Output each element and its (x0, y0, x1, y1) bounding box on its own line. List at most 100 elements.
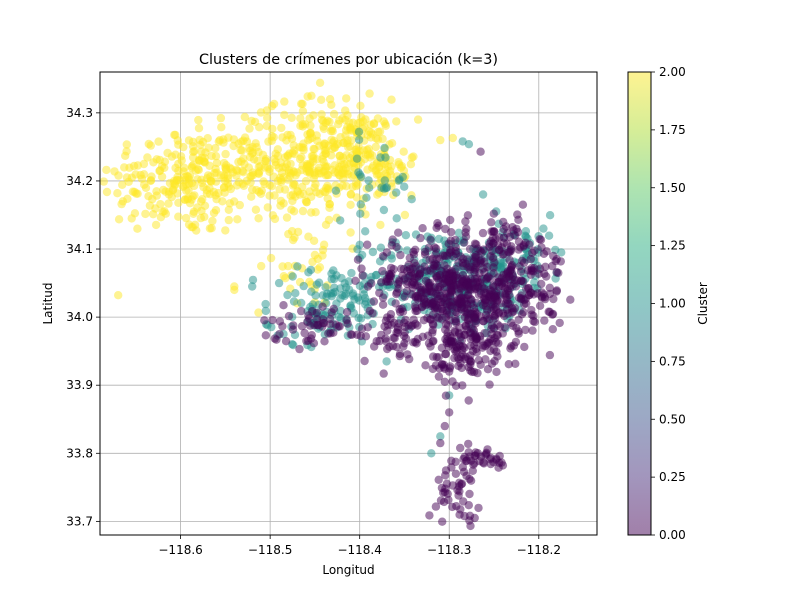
data-point-cluster-0 (409, 338, 418, 347)
data-point-cluster-1 (274, 278, 284, 288)
data-point-cluster-2 (369, 119, 379, 128)
data-point-cluster-1 (353, 245, 362, 254)
data-point-cluster-0 (461, 232, 471, 241)
data-point-cluster-2 (202, 185, 211, 195)
data-point-cluster-0 (473, 282, 482, 292)
data-point-cluster-2 (289, 207, 299, 216)
data-point-cluster-1 (336, 294, 345, 303)
data-point-cluster-1 (347, 268, 356, 278)
data-point-cluster-2 (114, 215, 124, 224)
data-point-cluster-0 (527, 310, 536, 319)
data-point-cluster-0 (347, 330, 357, 339)
data-point-cluster-2 (338, 181, 347, 190)
data-point-cluster-1 (380, 143, 389, 153)
data-point-cluster-0 (504, 360, 513, 369)
data-point-cluster-2 (195, 135, 204, 145)
data-point-cluster-2 (240, 112, 249, 122)
data-point-cluster-2 (327, 135, 336, 145)
data-point-cluster-2 (309, 236, 319, 245)
data-point-cluster-2 (207, 224, 216, 233)
data-point-cluster-0 (488, 233, 497, 243)
data-point-cluster-2 (280, 110, 289, 120)
data-point-cluster-2 (392, 117, 401, 126)
data-point-cluster-2 (183, 172, 192, 181)
data-point-cluster-1 (329, 266, 338, 275)
data-point-cluster-2 (256, 108, 266, 117)
data-point-cluster-2 (257, 261, 266, 271)
y-tick-label: 34.2 (66, 174, 93, 188)
data-point-cluster-2 (122, 140, 131, 149)
data-point-cluster-2 (406, 160, 416, 169)
data-point-cluster-2 (207, 151, 216, 161)
y-tick-label: 34.1 (66, 242, 93, 256)
data-point-cluster-0 (492, 367, 501, 377)
data-point-cluster-2 (180, 163, 189, 172)
data-point-cluster-0 (464, 439, 473, 449)
data-point-cluster-0 (473, 368, 482, 378)
data-point-cluster-1 (248, 275, 258, 285)
data-point-cluster-2 (375, 127, 385, 136)
data-point-cluster-2 (218, 197, 227, 206)
data-point-cluster-2 (273, 176, 283, 186)
data-point-cluster-2 (155, 166, 164, 176)
data-point-cluster-0 (431, 361, 441, 370)
data-point-cluster-2 (299, 139, 308, 148)
data-point-cluster-0 (566, 295, 575, 304)
data-point-cluster-0 (467, 299, 476, 308)
data-point-cluster-1 (544, 231, 554, 240)
data-point-cluster-2 (233, 215, 242, 224)
data-point-cluster-1 (340, 279, 349, 288)
data-point-cluster-0 (434, 372, 444, 381)
data-point-cluster-0 (552, 287, 561, 296)
data-point-cluster-0 (466, 476, 476, 485)
data-point-cluster-0 (438, 251, 448, 260)
data-point-cluster-2 (376, 220, 385, 230)
data-point-cluster-0 (442, 306, 451, 315)
data-point-cluster-0 (517, 276, 526, 285)
data-point-cluster-2 (282, 136, 291, 145)
data-point-cluster-0 (526, 254, 535, 264)
data-point-cluster-0 (369, 297, 379, 306)
data-point-cluster-0 (439, 293, 448, 303)
data-point-cluster-2 (321, 145, 330, 155)
colorbar-tick-label: 1.00 (659, 297, 686, 311)
data-point-cluster-2 (324, 170, 333, 180)
data-point-cluster-2 (226, 184, 235, 194)
data-point-cluster-2 (276, 196, 286, 206)
data-point-cluster-1 (368, 247, 378, 257)
data-point-cluster-0 (480, 329, 489, 338)
data-point-cluster-0 (423, 313, 432, 323)
data-point-cluster-0 (491, 294, 500, 303)
data-point-cluster-0 (495, 322, 505, 331)
data-point-cluster-2 (379, 117, 388, 126)
y-tick-label: 33.9 (66, 378, 93, 392)
data-point-cluster-0 (440, 421, 449, 431)
data-point-cluster-0 (465, 452, 474, 461)
data-point-cluster-1 (352, 154, 362, 163)
data-point-cluster-1 (354, 127, 364, 136)
data-point-cluster-1 (392, 188, 401, 197)
data-point-cluster-0 (392, 342, 401, 352)
data-point-cluster-0 (492, 347, 501, 356)
data-point-cluster-2 (158, 207, 167, 216)
data-point-cluster-1 (400, 182, 409, 191)
data-point-cluster-2 (330, 168, 339, 177)
data-point-cluster-2 (321, 220, 331, 229)
data-point-cluster-2 (221, 149, 230, 159)
data-point-cluster-0 (268, 315, 277, 325)
colorbar-tick-label: 1.50 (659, 181, 686, 195)
data-point-cluster-0 (396, 264, 406, 273)
data-point-cluster-0 (545, 350, 555, 360)
data-point-cluster-2 (146, 141, 155, 150)
data-point-cluster-0 (395, 351, 404, 361)
data-point-cluster-2 (265, 167, 274, 176)
x-tick-label: −118.3 (427, 543, 471, 557)
data-point-cluster-0 (512, 224, 521, 234)
data-point-cluster-2 (293, 168, 302, 177)
data-point-cluster-2 (140, 180, 149, 189)
data-point-cluster-0 (421, 361, 430, 370)
data-point-cluster-0 (513, 210, 522, 219)
data-point-cluster-0 (440, 377, 449, 386)
data-point-cluster-2 (356, 101, 365, 111)
